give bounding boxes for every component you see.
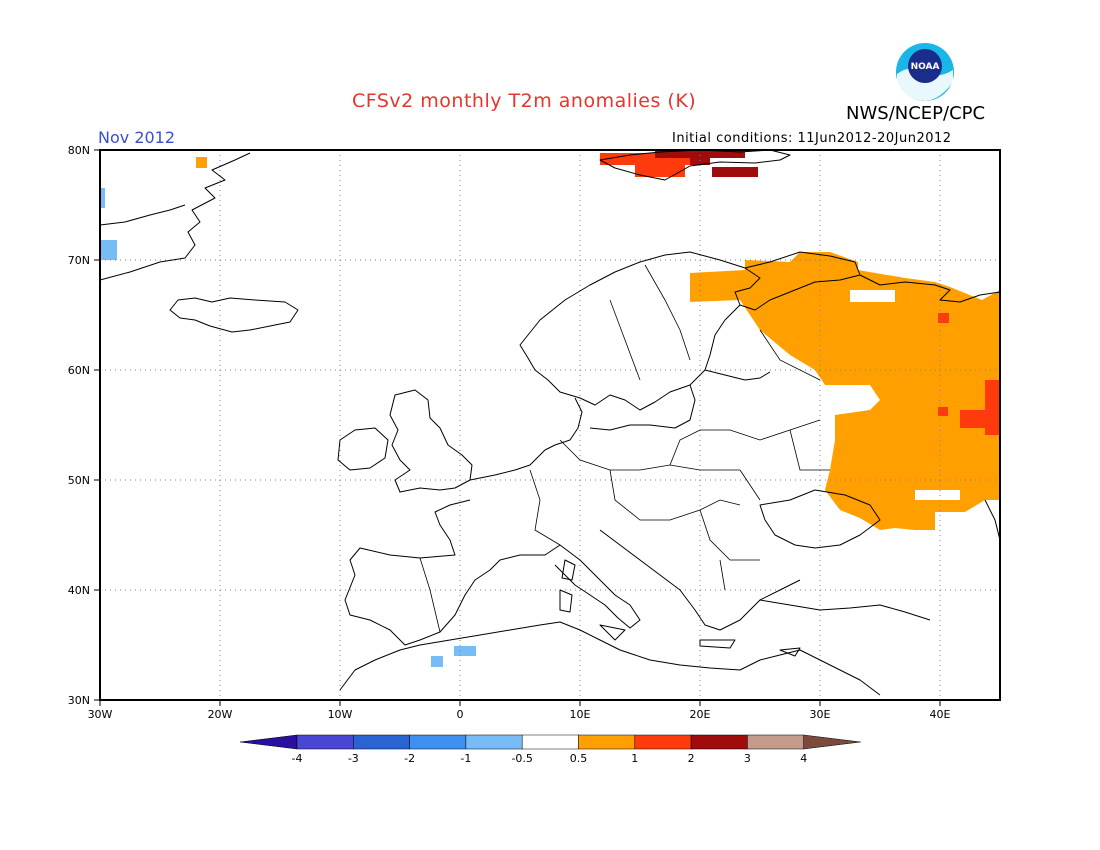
anomaly-red-russia-2	[985, 380, 1000, 435]
anomaly-svalbard-dark	[655, 150, 745, 158]
lat-label: 70N	[68, 254, 90, 267]
anomaly-red-russia-4	[938, 313, 949, 323]
colorbar-label: -3	[348, 752, 359, 765]
lon-label: 0	[457, 708, 464, 721]
anomaly-svalbard-dark-2	[712, 167, 758, 177]
anomaly-algeria-blue-2	[431, 656, 443, 667]
colorbar-swatch	[747, 734, 804, 750]
lat-label: 60N	[68, 364, 90, 377]
lon-label: 20W	[208, 708, 233, 721]
lon-label: 40E	[930, 708, 951, 721]
noaa-logo-text: NOAA	[911, 62, 940, 72]
colorbar-label: -1	[460, 752, 471, 765]
lon-label: 30W	[88, 708, 113, 721]
colorbar-label: -0.5	[511, 752, 532, 765]
anomaly-greenland-blue-2	[101, 188, 105, 208]
lat-label: 80N	[68, 144, 90, 157]
noaa-logo: NOAA	[896, 43, 954, 101]
colorbar-swatch	[690, 734, 748, 750]
lat-label: 50N	[68, 474, 90, 487]
colorbar-label: 4	[800, 752, 807, 765]
colorbar-swatch	[409, 734, 467, 750]
lon-label: 10E	[570, 708, 591, 721]
colorbar-arrow-high	[803, 734, 861, 750]
map-grid	[100, 150, 1000, 700]
anomaly-region-karelia	[690, 252, 1000, 530]
colorbar-swatch	[465, 734, 523, 750]
anomaly-white-hole	[915, 490, 960, 500]
coastlines	[99, 149, 1001, 696]
anomaly-fills	[101, 150, 1000, 667]
anomaly-algeria-blue	[454, 646, 476, 656]
lon-label: 30E	[810, 708, 831, 721]
lat-ticks	[94, 149, 941, 706]
lon-label: 20E	[690, 708, 711, 721]
map-frame	[99, 149, 1001, 701]
anomaly-greenland-orange	[196, 157, 207, 168]
lat-labels: 80N 70N 60N 50N 40N 30N	[68, 144, 90, 707]
colorbar-swatch	[634, 734, 692, 750]
colorbar-label: 3	[744, 752, 751, 765]
initial-conditions: Initial conditions: 11Jun2012-20Jun2012	[672, 131, 952, 146]
colorbar-label: 2	[688, 752, 695, 765]
colorbar-swatch	[578, 734, 636, 750]
colorbar-label: 1	[631, 752, 638, 765]
colorbar-swatch	[296, 734, 354, 750]
anomaly-white-hole-2	[850, 290, 895, 302]
anomaly-red-russia-3	[938, 407, 948, 416]
anomaly-svalbard-red-2	[635, 163, 685, 177]
colorbar-label: -2	[404, 752, 415, 765]
lat-label: 30N	[68, 694, 90, 707]
colorbar-label: -4	[292, 752, 303, 765]
country-borders	[419, 264, 830, 633]
colorbar-swatch	[353, 734, 410, 750]
forecast-period: Nov 2012	[98, 128, 176, 147]
lon-label: 10W	[328, 708, 353, 721]
colorbar-arrow-low	[239, 734, 298, 750]
lon-labels: 30W 20W 10W 0 10E 20E 30E 40E	[88, 708, 951, 721]
colorbar-swatch	[521, 734, 579, 750]
lat-label: 40N	[68, 584, 90, 597]
anomaly-greenland-blue	[101, 240, 117, 260]
agency-label: NWS/NCEP/CPC	[846, 103, 986, 124]
colorbar-label: 0.5	[570, 752, 588, 765]
colorbar: -4 -3 -2 -1 -0.5 0.5 1 2 3 4	[239, 734, 861, 765]
map-title: CFSv2 monthly T2m anomalies (K)	[352, 90, 697, 112]
